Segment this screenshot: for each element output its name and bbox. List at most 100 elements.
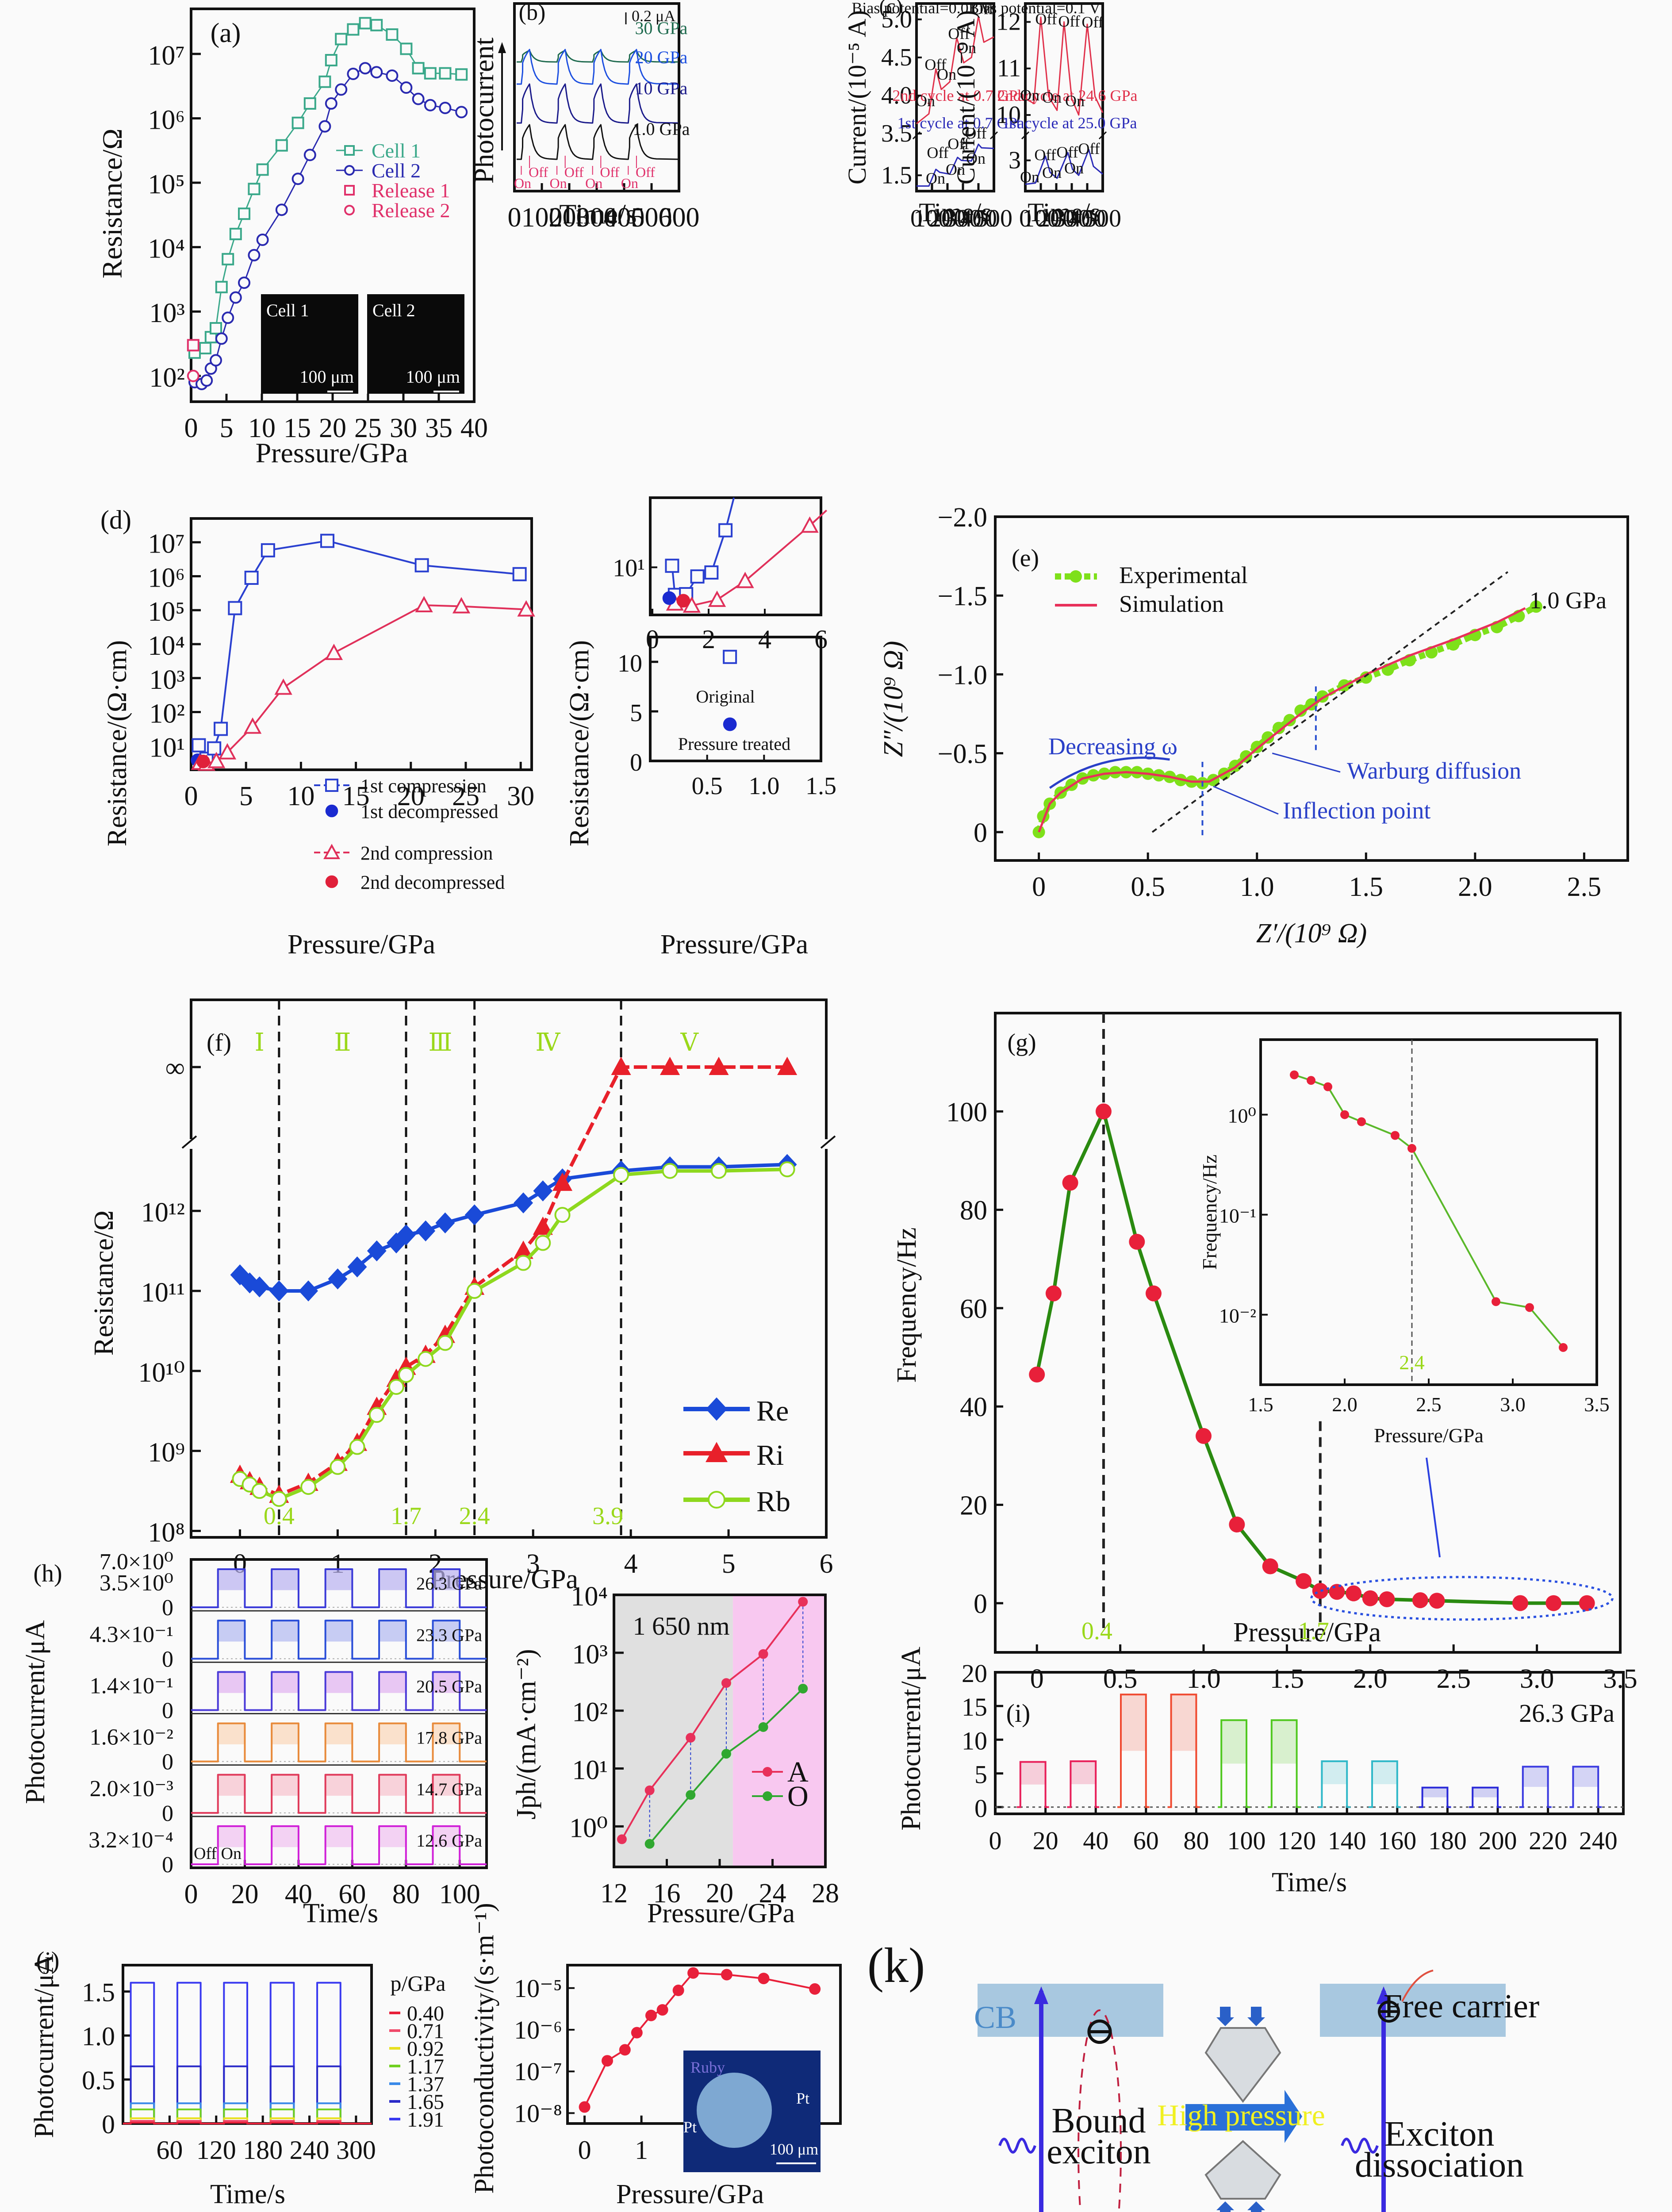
x-tick-label: 400	[604, 203, 645, 233]
x-tick-label: 35	[425, 413, 453, 443]
on-label: On	[585, 175, 602, 191]
data-point	[187, 339, 199, 352]
exciton-ellipse	[1078, 2009, 1122, 2212]
x-tick-label: 2.5	[1567, 872, 1602, 902]
pulse-fill	[1322, 1761, 1347, 1784]
boundary-label: 0.4	[264, 1502, 295, 1530]
data-point	[424, 67, 437, 80]
y-tick-label: 10¹	[149, 733, 185, 763]
data-point	[686, 1790, 696, 1800]
pressure-arrow-icon	[1247, 2201, 1265, 2212]
chart-g: 0 0.5 1.0 1.5 2.0 2.5 3.0 3.5 0 20 40 60 80 100 Pressu…	[892, 1012, 1637, 1694]
inset-sample	[697, 2073, 772, 2148]
off-label: Off	[927, 144, 948, 161]
trace-label: 1.0 GPa	[633, 119, 690, 139]
on-label: On	[514, 175, 531, 191]
legend-marker	[1070, 570, 1082, 583]
axis-break-icon	[1021, 131, 1030, 140]
pulse-bar	[1469, 1786, 1501, 1808]
x-tick-label: 400	[960, 205, 997, 232]
pulse-fill	[379, 1569, 406, 1590]
inset-data-point	[1492, 1297, 1500, 1306]
data-point	[515, 1255, 532, 1271]
y-tick-label: 10⁶	[148, 563, 185, 593]
legend-label: 1.65	[407, 2090, 444, 2114]
y-axis-label: Photocurrent/μA	[20, 1620, 50, 1804]
data-point	[686, 1733, 696, 1743]
y-tick-label: 12	[996, 8, 1021, 36]
pressure-label: 1.0 GPa	[1530, 587, 1607, 614]
data-point	[243, 717, 262, 734]
y-tick-label: 10²	[149, 699, 185, 729]
data-point	[656, 2004, 668, 2016]
chart-e: 0 0.5 1.0 1.5 2.0 2.5 0 −0.5 −1.0 −1.5 −2.0 Z′/(10⁹…	[878, 503, 1629, 949]
y-tick-label: 10⁰	[569, 1813, 608, 1843]
data-point	[249, 1276, 269, 1298]
data-point	[275, 204, 288, 216]
x-tick-label: 0	[184, 413, 198, 443]
chart-d: 0 5 10 15 20 25 3010¹10²10³10⁴10⁵10⁶10⁷Pressur…	[100, 496, 836, 960]
chart-c: 01002003004005003.54.04.55.01.5Time/sCur…	[843, 0, 1137, 232]
x-tick-label: 0	[989, 1826, 1002, 1855]
legend-label: 0.71	[407, 2020, 444, 2043]
plot-frame	[1024, 2, 1104, 192]
trace-2nd-cycle	[1025, 16, 1104, 116]
series-line-A	[621, 1601, 804, 1840]
plot-frame	[994, 515, 1629, 862]
axis-break-icon	[181, 1135, 197, 1149]
data-point	[215, 280, 228, 293]
pulse-fill	[1070, 1761, 1096, 1784]
data-point	[660, 1056, 680, 1075]
data-point	[370, 19, 383, 31]
chart-i: 0 20 40 60 80 100 120 140 160 180 200 220 2400510152…	[896, 1647, 1625, 1897]
x-tick-label: 2.0	[1353, 1664, 1388, 1694]
dissociation-label: dissociation	[1355, 2146, 1524, 2185]
off-label: Off	[1058, 12, 1080, 30]
panel-label: (k)	[867, 1938, 925, 1993]
data-point	[514, 1192, 533, 1214]
trace-label: 12.6 GPa	[416, 1831, 482, 1851]
data-point	[386, 28, 399, 41]
pulse-fill	[218, 1621, 245, 1642]
cycle-label: 2nd cycle at 0.7 GPa	[893, 87, 1025, 104]
x-tick-label: 0	[1030, 1664, 1044, 1694]
y-tick-label: 10⁴	[148, 631, 185, 661]
data-point	[1360, 671, 1373, 684]
data-point	[199, 342, 211, 354]
data-point	[721, 1749, 731, 1759]
axis-break-icon	[989, 131, 998, 140]
data-point	[248, 249, 261, 261]
y-tick-label: 0	[102, 2110, 115, 2139]
shaded-region	[732, 1595, 825, 1867]
trace-1.65	[123, 2065, 372, 2124]
y-tick-label: 10⁻⁵	[514, 1974, 562, 2003]
y-tick-label: 10³	[149, 298, 185, 328]
data-point	[251, 1483, 268, 1499]
pulse-fill	[379, 1826, 406, 1847]
trace-1.91	[123, 1982, 372, 2124]
x-tick-label: 100	[439, 1879, 480, 1909]
data-point	[1429, 1593, 1445, 1609]
data-point	[1312, 1583, 1328, 1599]
data-point	[517, 600, 535, 617]
trace-label: 30 GPa	[635, 18, 688, 38]
data-point	[617, 1834, 627, 1844]
x-tick-label: 1.0	[748, 772, 779, 800]
axis-break-icon	[1098, 131, 1107, 140]
x-tick-label: 1.0	[1186, 1664, 1221, 1694]
x-tick-label: 1.5	[1270, 1664, 1304, 1694]
panel-label: (g)	[1007, 1029, 1036, 1056]
x-tick-label: 28	[812, 1878, 839, 1909]
data-point	[269, 1280, 289, 1302]
diamond-anvil-bottom	[1204, 2140, 1281, 2200]
x-tick-label: 500	[975, 205, 1012, 232]
x-tick-label: 0	[1032, 872, 1046, 902]
x-axis-label: Time/s	[1028, 198, 1101, 227]
data-point	[1129, 1233, 1145, 1250]
data-point	[368, 1407, 385, 1423]
y-axis-label: Photocurrent/μA	[29, 1954, 59, 2138]
data-point	[229, 227, 242, 240]
data-point	[359, 62, 372, 75]
x-tick-label: 25	[354, 413, 382, 443]
off-label: Off	[1034, 146, 1056, 164]
